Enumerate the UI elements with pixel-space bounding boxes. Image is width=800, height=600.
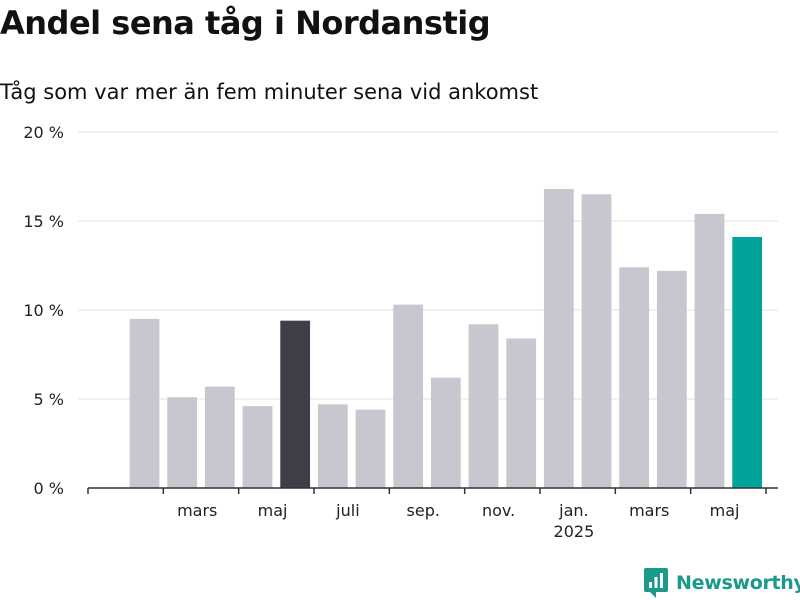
x-tick-label: sep. <box>407 501 440 520</box>
bar <box>619 267 650 488</box>
bar <box>468 324 499 488</box>
chart-subtitle: Tåg som var mer än fem minuter sena vid … <box>0 80 539 104</box>
chart-title: Andel sena tåg i Nordanstig <box>0 4 491 42</box>
y-tick-label: 15 % <box>23 212 64 231</box>
x-tick-label: jan. <box>558 501 588 520</box>
bar <box>656 270 687 488</box>
x-tick-label: juli <box>335 501 359 520</box>
bar <box>355 409 386 488</box>
bar <box>543 188 574 488</box>
bar <box>506 338 537 488</box>
x-tick-label: nov. <box>482 501 515 520</box>
bar <box>204 386 235 488</box>
y-tick-label: 0 % <box>34 479 64 498</box>
brand: Newsworthy <box>644 566 800 600</box>
y-tick-label: 20 % <box>23 123 64 142</box>
bar <box>430 377 461 488</box>
newsworthy-logo-icon <box>644 568 668 598</box>
y-tick-label: 5 % <box>34 390 64 409</box>
x-tick-year-label: 2025 <box>554 522 595 541</box>
bar <box>732 237 763 488</box>
bar <box>242 406 273 488</box>
brand-name: Newsworthy <box>676 572 800 594</box>
y-tick-label: 10 % <box>23 301 64 320</box>
bar <box>581 194 612 489</box>
x-tick-label: mars <box>177 501 217 520</box>
x-tick-label: maj <box>258 501 288 520</box>
bar <box>280 320 311 488</box>
bar <box>167 397 198 488</box>
x-tick-label: maj <box>710 501 740 520</box>
bar <box>129 318 160 488</box>
x-tick-label: mars <box>629 501 669 520</box>
bar <box>393 304 424 488</box>
bar <box>694 213 725 488</box>
bar <box>317 404 348 488</box>
